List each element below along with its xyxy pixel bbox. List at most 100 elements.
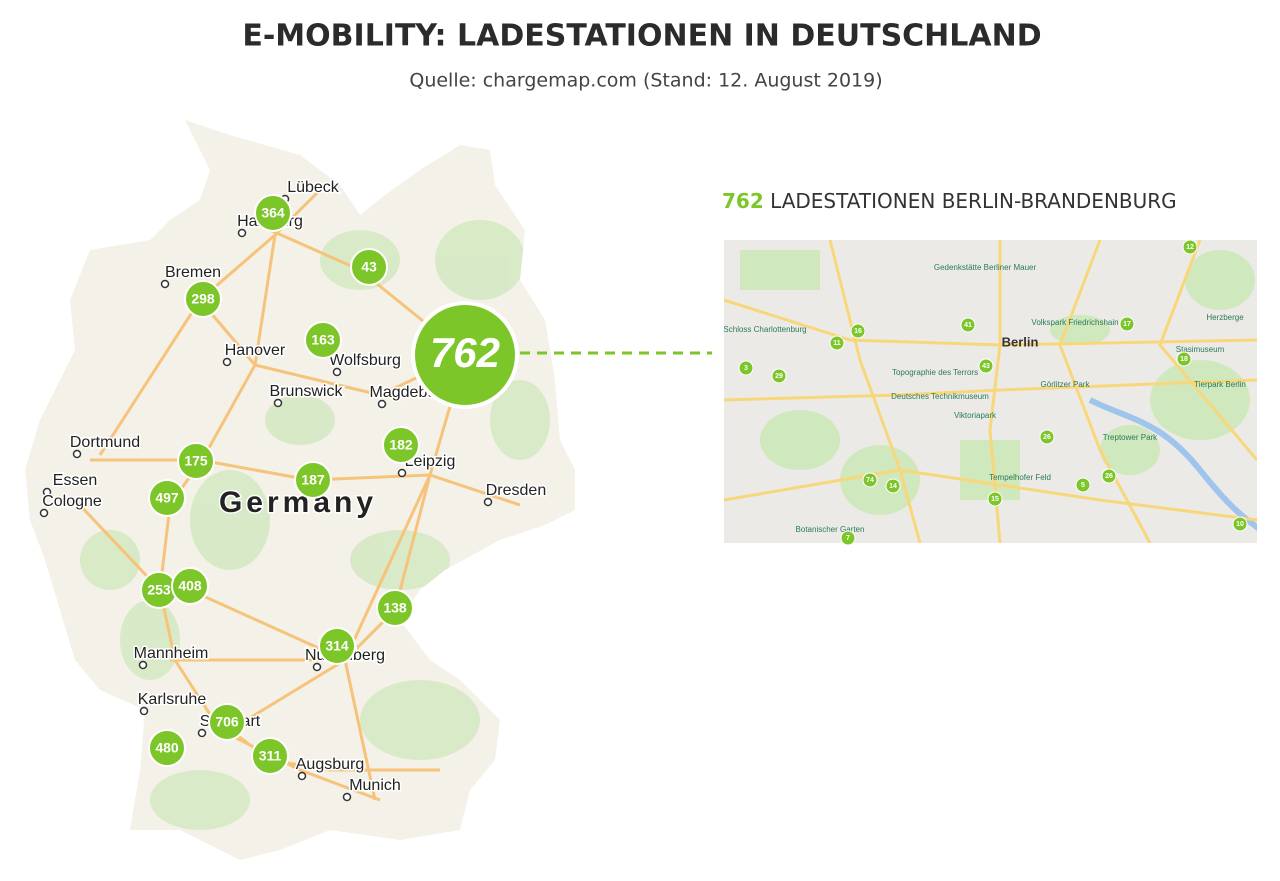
city-label: Dortmund — [70, 434, 140, 451]
city-label: Karlsruhe — [138, 691, 207, 708]
inset-cluster-count: 12 — [1186, 244, 1194, 251]
cluster-count: 762 — [430, 329, 500, 376]
cluster-count: 187 — [301, 472, 325, 488]
inset-cluster-count: 26 — [1043, 434, 1051, 441]
city-label: Hanover — [225, 342, 286, 359]
inset-cluster-count: 74 — [866, 477, 874, 484]
inset-cluster-count: 26 — [1105, 473, 1113, 480]
inset-place: Topographie des Terrors — [892, 368, 978, 377]
cluster-marker — [148, 479, 186, 517]
inset-place: Viktoriapark — [954, 411, 997, 420]
cluster-count: 163 — [311, 332, 335, 348]
cluster-count: 311 — [259, 748, 282, 764]
inset-cluster-count: 43 — [982, 363, 990, 370]
inset-cluster — [987, 491, 1003, 507]
city-dot — [397, 468, 407, 478]
cluster-count: 175 — [184, 453, 208, 469]
inset-cluster — [1176, 351, 1192, 367]
city-dot — [72, 449, 82, 459]
inset-cluster-count: 15 — [991, 496, 999, 503]
cluster-count: 706 — [215, 714, 239, 730]
city-dot — [39, 508, 49, 518]
berlin-map — [724, 240, 1257, 543]
inset-heading: 762 LADESTATIONEN BERLIN-BRANDENBURG — [722, 189, 1177, 213]
city-label: Augsburg — [296, 756, 365, 773]
city-dot — [42, 487, 52, 497]
inset-cluster — [1232, 516, 1248, 532]
cluster-count: 480 — [155, 740, 179, 756]
cluster-count: 182 — [389, 437, 413, 453]
inset-cluster-count: 29 — [775, 373, 783, 380]
inset-cluster-count: 16 — [854, 328, 862, 335]
cluster-marker — [382, 426, 420, 464]
inset-cluster-count: 18 — [1180, 356, 1188, 363]
city-dot — [160, 279, 170, 289]
inset-cluster — [829, 335, 845, 351]
cluster-marker — [304, 321, 342, 359]
inset-count: 762 — [722, 189, 764, 213]
cluster-marker — [254, 194, 292, 232]
inset-place: Stasimuseum — [1176, 345, 1225, 354]
city-label: Brunswick — [270, 383, 344, 400]
inset-cluster-count: 7 — [846, 535, 850, 542]
city-label: Wolfsburg — [329, 352, 401, 369]
inset-cluster-count: 10 — [1236, 521, 1244, 528]
inset-cluster — [850, 323, 866, 339]
cluster-marker — [350, 248, 388, 286]
cities: LübeckHamburgBremenHanoverWolfsburgBruns… — [39, 178, 548, 802]
city-dot — [138, 660, 148, 670]
city-label: Lübeck — [287, 179, 340, 196]
city-dot — [297, 771, 307, 781]
cluster-count: 298 — [191, 291, 215, 307]
inset-place: Görlitzer Park — [1041, 380, 1091, 389]
inset-cluster — [978, 358, 994, 374]
inset-place: Berlin — [1002, 334, 1039, 349]
inset-cluster — [1075, 477, 1091, 493]
cluster-marker — [251, 737, 289, 775]
city-dot — [342, 792, 352, 802]
country-label: Germany — [219, 486, 377, 519]
city-label: Mannheim — [134, 645, 209, 662]
inset-place: Herzberge — [1206, 313, 1244, 322]
inset-heading-text: LADESTATIONEN BERLIN-BRANDENBURG — [770, 189, 1177, 213]
city-label: Leipzig — [405, 453, 456, 470]
inset-cluster-count: 14 — [889, 483, 897, 490]
inset-cluster — [1039, 429, 1055, 445]
cluster-marker — [411, 301, 519, 409]
inset-place: Tempelhofer Feld — [989, 473, 1051, 482]
city-dot — [483, 497, 493, 507]
cluster-count: 497 — [155, 490, 179, 506]
cluster-marker — [208, 703, 246, 741]
city-label: Cologne — [42, 493, 102, 510]
cluster-marker — [184, 280, 222, 318]
cluster-marker — [177, 442, 215, 480]
cluster-marker — [376, 589, 414, 627]
city-dot — [377, 399, 387, 409]
city-dot — [139, 706, 149, 716]
clusters: 364 43 298 163 762 182 175 187 497 253 408 138 314 70… — [140, 194, 519, 775]
city-dot — [312, 662, 322, 672]
inset-place: Deutsches Technikmuseum — [891, 392, 989, 401]
title: E-MOBILITY: LADESTATIONEN IN DEUTSCHLAND — [242, 19, 1041, 54]
inset-cluster — [885, 478, 901, 494]
inset-cluster — [771, 368, 787, 384]
inset-place: Gedenkstätte Berliner Mauer — [934, 263, 1037, 272]
inset-place: Tierpark Berlin — [1194, 380, 1246, 389]
inset-cluster — [862, 472, 878, 488]
cluster-marker — [148, 729, 186, 767]
inset-cluster — [1182, 239, 1198, 255]
city-label: Essen — [53, 472, 97, 489]
city-dot — [237, 228, 247, 238]
cluster-count: 253 — [147, 582, 171, 598]
cluster-count: 408 — [178, 578, 202, 594]
city-dot — [332, 367, 342, 377]
cluster-count: 138 — [383, 600, 407, 616]
inset-cluster — [738, 360, 754, 376]
inset-labels: Berlin Gedenkstätte Berliner Mauer Volkspa… — [723, 239, 1248, 546]
cluster-marker — [171, 567, 209, 605]
cluster-marker — [318, 627, 356, 665]
inset-place: Botanischer Garten — [796, 525, 865, 534]
city-label: Munich — [349, 777, 401, 794]
city-dot — [197, 728, 207, 738]
